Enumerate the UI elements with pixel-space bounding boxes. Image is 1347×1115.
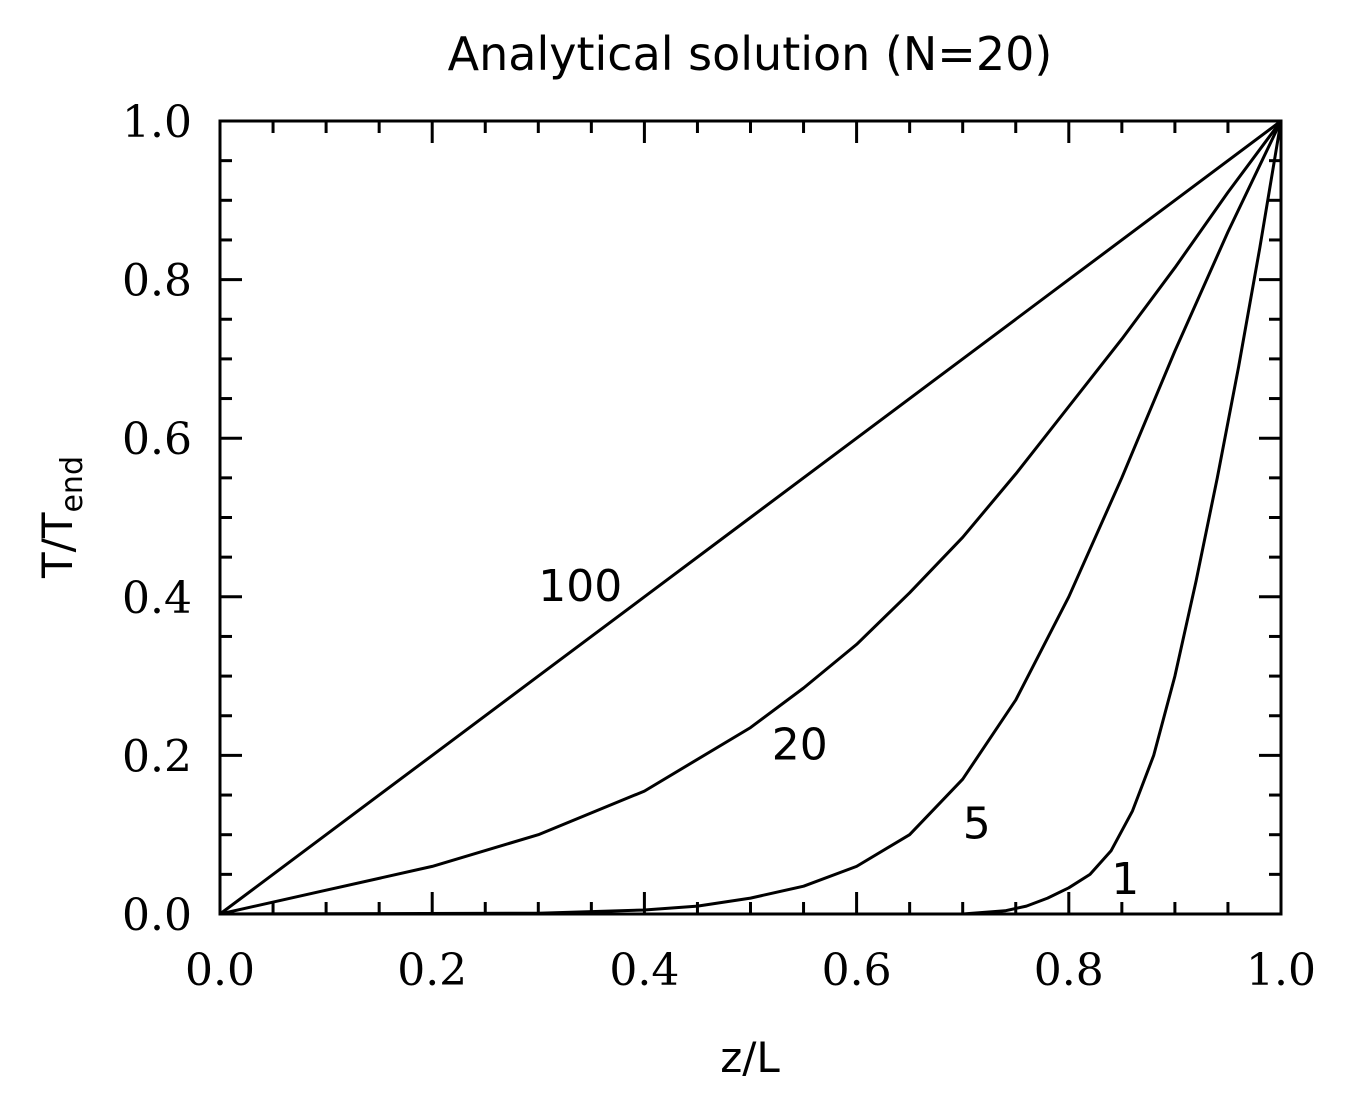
y-axis-label-base: T/T bbox=[33, 512, 82, 579]
tick-labels: 0.0 0.2 0.4 0.6 0.8 1.0 0.0 0.2 0.4 0.6 0.8 1.0 bbox=[122, 97, 1316, 996]
series-annotation-20: 20 bbox=[772, 719, 828, 770]
series-annotation-1: 1 bbox=[1111, 854, 1139, 905]
plot-frame bbox=[218, 119, 1283, 916]
annotations: 100 20 5 1 bbox=[538, 561, 1139, 905]
y-axis-label-sub: end bbox=[55, 456, 90, 513]
x-tick-label: 0.0 bbox=[185, 945, 255, 996]
series-annotation-100: 100 bbox=[538, 561, 622, 612]
series-lines bbox=[219, 119, 1283, 916]
y-tick-label: 0.6 bbox=[122, 414, 192, 465]
series-annotation-5: 5 bbox=[963, 799, 991, 850]
x-tick-label: 0.8 bbox=[1034, 945, 1104, 996]
x-tick-label: 0.6 bbox=[822, 945, 892, 996]
y-tick-label: 0.4 bbox=[122, 573, 192, 624]
y-tick-label: 0.0 bbox=[122, 890, 192, 941]
chart-title: Analytical solution (N=20) bbox=[448, 27, 1053, 81]
y-tick-label: 0.2 bbox=[122, 731, 192, 782]
y-axis-label: T/Tend bbox=[33, 456, 90, 579]
x-axis-label: z/L bbox=[720, 1033, 780, 1082]
series-line-100 bbox=[219, 119, 1282, 916]
y-tick-label: 1.0 bbox=[122, 97, 192, 148]
x-tick-label: 0.2 bbox=[397, 945, 467, 996]
x-tick-label: 1.0 bbox=[1246, 945, 1316, 996]
x-tick-label: 0.4 bbox=[609, 945, 679, 996]
series-line-20 bbox=[219, 120, 1283, 916]
series-line-5 bbox=[219, 120, 1283, 916]
y-tick-label: 0.8 bbox=[122, 256, 192, 307]
